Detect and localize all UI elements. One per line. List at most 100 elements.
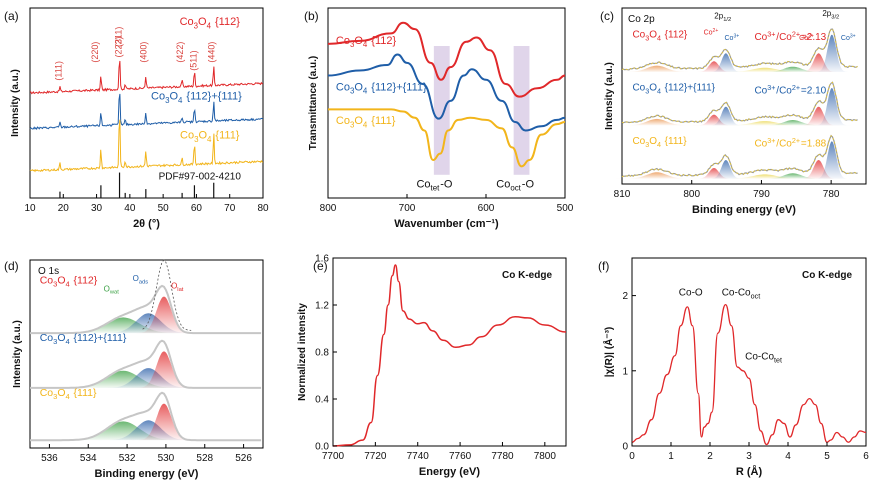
fit-component bbox=[712, 174, 818, 179]
y-tick-label: 0.4 bbox=[315, 395, 329, 406]
panel-b: (b) Co3O4 {112} Co3O4 {112}+{111} Co3O4 {11… bbox=[304, 7, 574, 230]
peak-label: Co2+ bbox=[799, 34, 814, 42]
peak-label: (311) bbox=[114, 27, 124, 47]
x-tick-label: 4 bbox=[785, 451, 791, 462]
x-tick-label: 6 bbox=[863, 451, 869, 462]
fit-component bbox=[96, 420, 201, 441]
series-line bbox=[327, 21, 566, 98]
x-tick-label: 7780 bbox=[491, 451, 514, 462]
x-tick-label: 536 bbox=[41, 453, 58, 464]
panel-label: (f) bbox=[598, 259, 609, 273]
series-label: Co3O4 {111} bbox=[40, 387, 97, 401]
peak-label: Co3+ bbox=[841, 34, 856, 42]
fit-component bbox=[755, 120, 831, 126]
series-label: Co3O4 {112}+{111} bbox=[632, 83, 715, 96]
fit-component bbox=[797, 106, 840, 126]
y-axis-label: |χ(R)| (Å⁻³) bbox=[602, 327, 615, 378]
fit-component bbox=[755, 66, 831, 72]
y-axis-label: Intensity (a.u.) bbox=[604, 62, 615, 130]
fit-component bbox=[53, 317, 194, 334]
x-tick-label: 530 bbox=[158, 453, 175, 464]
x-tick-label: 532 bbox=[119, 453, 136, 464]
peak-label: Co2+ bbox=[704, 28, 719, 36]
y-axis-label: Normalized intensity bbox=[297, 303, 308, 401]
peak-label: (511) bbox=[188, 50, 198, 70]
series-label: Co3O4 {111} bbox=[336, 115, 396, 129]
x-tick-label: 50 bbox=[158, 203, 170, 214]
series-label: PDF#97-002-4210 bbox=[159, 171, 242, 182]
fit-component bbox=[797, 53, 840, 72]
fit-component bbox=[813, 141, 851, 179]
panel-label: (b) bbox=[304, 9, 319, 23]
chart-title: O 1s bbox=[38, 266, 59, 277]
x-tick-label: 40 bbox=[124, 203, 136, 214]
x-tick-label: 20 bbox=[58, 203, 70, 214]
envelope-line bbox=[621, 81, 858, 124]
series-label: Cotet -O bbox=[416, 178, 452, 192]
plot-frame bbox=[621, 7, 867, 185]
fit-component bbox=[755, 173, 831, 179]
series-line bbox=[327, 53, 566, 132]
ratio-label: Co3+ /Co2+ =2.10 bbox=[754, 83, 826, 97]
x-tick-label: 7800 bbox=[534, 451, 557, 462]
raw-data-dots bbox=[621, 135, 858, 178]
x-tick-label: 800 bbox=[320, 203, 337, 214]
y-axis-label: Intensity (a.u.) bbox=[10, 69, 21, 137]
x-tick-label: 810 bbox=[614, 189, 631, 200]
x-tick-label: 780 bbox=[823, 189, 840, 200]
y-tick-label: 0 bbox=[622, 442, 628, 453]
y-axis-label: Transmittance (a.u.) bbox=[308, 56, 319, 150]
x-tick-label: 10 bbox=[24, 203, 36, 214]
ratio-label: Co3+ /Co2+ =2.13 bbox=[754, 30, 826, 44]
x-tick-label: 7700 bbox=[322, 451, 345, 462]
x-axis-label: R (Å) bbox=[736, 465, 763, 478]
peak-label: Co-Cotet bbox=[745, 352, 783, 365]
envelope-line bbox=[30, 284, 262, 335]
fit-component bbox=[813, 88, 851, 126]
series-label: Co3O4 {111} bbox=[632, 136, 687, 149]
plot-frame bbox=[29, 7, 264, 199]
x-tick-label: 534 bbox=[80, 453, 97, 464]
series-line bbox=[332, 264, 567, 447]
series-label: Co3O4 {111} bbox=[180, 130, 240, 144]
x-tick-label: 7720 bbox=[364, 451, 387, 462]
panel-f: (f) Co K-edge Co-O Co-Cooct Co-Cotet 0 1 2 0 1 2… bbox=[598, 257, 869, 478]
peak-label: Co-O bbox=[679, 288, 703, 299]
x-tick-label: 600 bbox=[478, 203, 495, 214]
x-tick-label: 3 bbox=[746, 451, 752, 462]
fit-component bbox=[707, 106, 745, 126]
series-label: Co3O4 {112}+{111} bbox=[40, 332, 127, 346]
peak-label: (422) bbox=[175, 42, 185, 63]
fit-component bbox=[615, 172, 699, 179]
peak-label: (222) bbox=[114, 37, 124, 58]
ratio-label: Co3+ /Co2+ =1.88 bbox=[754, 136, 826, 150]
raw-data-dots bbox=[142, 259, 192, 331]
fit-component bbox=[693, 114, 735, 126]
peak-label: (220) bbox=[90, 42, 100, 63]
series-label: Co3O4 {112} bbox=[180, 16, 241, 30]
peak-label: Olat bbox=[171, 282, 184, 293]
x-tick-label: 1 bbox=[668, 451, 674, 462]
x-tick-label: 800 bbox=[683, 189, 700, 200]
series-line bbox=[29, 93, 264, 131]
fit-component bbox=[615, 118, 699, 126]
fit-component bbox=[813, 34, 851, 72]
plot-frame bbox=[332, 257, 567, 447]
x-tick-label: 7760 bbox=[449, 451, 472, 462]
peak-label: (440) bbox=[207, 42, 217, 63]
vibration-band bbox=[433, 46, 450, 175]
peak-label: (400) bbox=[139, 42, 149, 63]
peak-label: 2p1/2 bbox=[714, 12, 732, 23]
series-line bbox=[631, 303, 867, 446]
envelope-line bbox=[30, 339, 262, 389]
series-line bbox=[328, 108, 566, 168]
x-axis-label: Binding energy (eV) bbox=[692, 204, 796, 216]
panel-label: (c) bbox=[600, 9, 614, 23]
y-tick-label: 2 bbox=[622, 291, 628, 302]
panel-a: (a) (111) (220) (311)(222) (400) (422) (511) (4… bbox=[4, 7, 269, 230]
panel-label: (d) bbox=[4, 259, 19, 273]
fit-component bbox=[131, 403, 197, 441]
fit-component bbox=[707, 160, 745, 179]
y-tick-label: 1.2 bbox=[315, 301, 329, 312]
series-line bbox=[29, 60, 264, 95]
